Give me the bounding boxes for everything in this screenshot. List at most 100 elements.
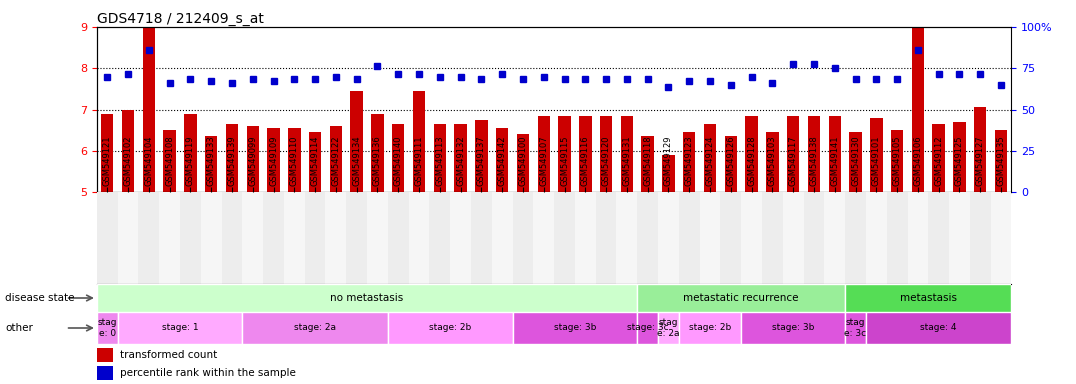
Bar [746, 116, 758, 192]
Bar [637, 192, 659, 284]
Bar [180, 192, 201, 284]
Bar [804, 192, 824, 284]
Bar [284, 192, 305, 284]
Bar [409, 192, 429, 284]
Bar [721, 192, 741, 284]
Bar [476, 120, 487, 192]
Bar [911, 19, 924, 192]
Bar [683, 132, 695, 192]
Bar [866, 192, 887, 284]
Bar [845, 284, 1011, 312]
Bar [246, 126, 259, 192]
Bar [97, 284, 637, 312]
Bar [887, 192, 907, 284]
Text: stage: 2b: stage: 2b [689, 323, 732, 333]
Bar [159, 192, 180, 284]
Bar [512, 192, 534, 284]
Bar [782, 192, 804, 284]
Bar [538, 116, 550, 192]
Bar [351, 91, 363, 192]
Bar [662, 155, 675, 192]
Bar [139, 192, 159, 284]
Text: stage: 3b: stage: 3b [771, 323, 815, 333]
Bar [97, 366, 113, 380]
Bar [679, 192, 699, 284]
Bar [367, 192, 387, 284]
Text: stage: 2a: stage: 2a [294, 323, 336, 333]
Bar [309, 132, 322, 192]
Bar [824, 192, 845, 284]
Bar [995, 130, 1007, 192]
Bar [264, 192, 284, 284]
Bar [371, 114, 384, 192]
Bar [637, 312, 659, 344]
Bar [267, 128, 280, 192]
Text: stage: 1: stage: 1 [161, 323, 198, 333]
Bar [97, 348, 113, 362]
Bar [929, 192, 949, 284]
Bar [641, 136, 654, 192]
Bar [512, 312, 637, 344]
Bar [724, 136, 737, 192]
Bar [741, 192, 762, 284]
Bar [450, 192, 471, 284]
Bar [242, 312, 387, 344]
Bar [413, 91, 425, 192]
Bar [599, 116, 612, 192]
Text: metastatic recurrence: metastatic recurrence [683, 293, 799, 303]
Text: stag
e: 2a: stag e: 2a [657, 318, 680, 338]
Bar [117, 192, 139, 284]
Bar [97, 312, 117, 344]
Bar [741, 312, 845, 344]
Bar [222, 192, 242, 284]
Text: stage: 4: stage: 4 [920, 323, 957, 333]
Bar [849, 132, 862, 192]
Bar [492, 192, 512, 284]
Bar [329, 126, 342, 192]
Bar [933, 124, 945, 192]
Bar [516, 134, 529, 192]
Bar [617, 192, 637, 284]
Bar [699, 192, 721, 284]
Bar [579, 116, 592, 192]
Text: transformed count: transformed count [119, 350, 217, 360]
Bar [953, 122, 965, 192]
Bar [679, 312, 741, 344]
Bar [429, 192, 450, 284]
Bar [454, 124, 467, 192]
Bar [969, 192, 991, 284]
Bar [142, 27, 155, 192]
Bar [907, 192, 929, 284]
Bar [101, 114, 113, 192]
Bar [808, 116, 820, 192]
Bar [596, 192, 617, 284]
Bar [554, 192, 575, 284]
Bar [974, 108, 987, 192]
Bar [659, 312, 679, 344]
Bar [117, 312, 242, 344]
Bar [949, 192, 969, 284]
Bar [325, 192, 346, 284]
Bar [575, 192, 596, 284]
Bar [97, 192, 117, 284]
Text: disease state: disease state [5, 293, 75, 303]
Bar [122, 109, 134, 192]
Bar [704, 124, 717, 192]
Bar [346, 192, 367, 284]
Text: GDS4718 / 212409_s_at: GDS4718 / 212409_s_at [97, 12, 264, 26]
Bar [845, 192, 866, 284]
Bar [471, 192, 492, 284]
Bar [870, 118, 882, 192]
Bar [226, 124, 238, 192]
Bar [242, 192, 264, 284]
Text: metastasis: metastasis [900, 293, 957, 303]
Bar [496, 128, 508, 192]
Bar [621, 116, 633, 192]
Text: stag
e: 3c: stag e: 3c [845, 318, 866, 338]
Bar [762, 192, 782, 284]
Text: stage: 2b: stage: 2b [429, 323, 471, 333]
Text: stag
e: 0: stag e: 0 [98, 318, 117, 338]
Bar [204, 136, 217, 192]
Bar [637, 284, 845, 312]
Text: stage: 3c: stage: 3c [627, 323, 668, 333]
